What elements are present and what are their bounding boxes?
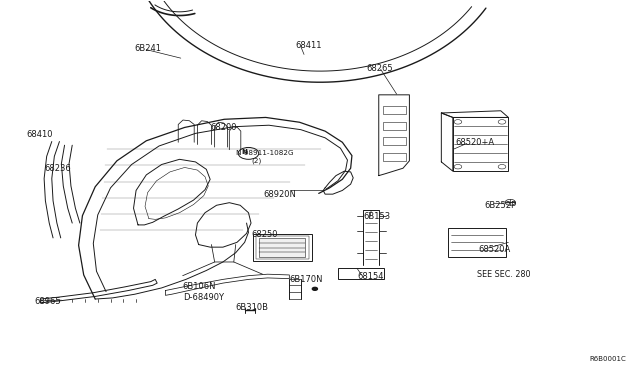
Text: 68520A: 68520A — [478, 245, 511, 254]
Bar — [338, 268, 384, 279]
Text: R6B0001C: R6B0001C — [590, 356, 627, 362]
Text: 68920N: 68920N — [264, 190, 297, 199]
Text: 68236: 68236 — [44, 164, 71, 173]
Text: N 08911-1082G: N 08911-1082G — [236, 150, 293, 156]
Text: 6B310B: 6B310B — [236, 303, 269, 312]
Text: 68200: 68200 — [210, 123, 237, 132]
Text: (2): (2) — [251, 158, 261, 164]
Text: 6B170N: 6B170N — [289, 275, 323, 284]
Circle shape — [312, 287, 317, 290]
Bar — [383, 137, 406, 145]
Text: 68520+A: 68520+A — [456, 138, 495, 147]
Text: 6B252P: 6B252P — [484, 201, 517, 210]
Text: D-68490Y: D-68490Y — [182, 293, 224, 302]
Text: 68265: 68265 — [366, 64, 392, 73]
Bar — [253, 234, 312, 261]
Bar — [259, 238, 305, 257]
Text: 6B241: 6B241 — [135, 44, 162, 53]
Text: 68410: 68410 — [26, 129, 52, 139]
Bar — [453, 118, 508, 171]
Text: N: N — [242, 149, 248, 155]
Text: SEE SEC. 280: SEE SEC. 280 — [477, 270, 531, 279]
Bar — [383, 106, 406, 114]
Text: 6B153: 6B153 — [364, 212, 390, 221]
Bar — [383, 153, 406, 161]
Text: 6B106N: 6B106N — [182, 282, 216, 291]
Text: 68154: 68154 — [357, 272, 383, 281]
Text: 68965: 68965 — [34, 297, 61, 306]
Text: 68250: 68250 — [251, 230, 278, 240]
Bar — [383, 122, 406, 130]
Bar — [448, 228, 506, 257]
Bar — [255, 235, 309, 259]
Text: 68411: 68411 — [296, 41, 322, 50]
